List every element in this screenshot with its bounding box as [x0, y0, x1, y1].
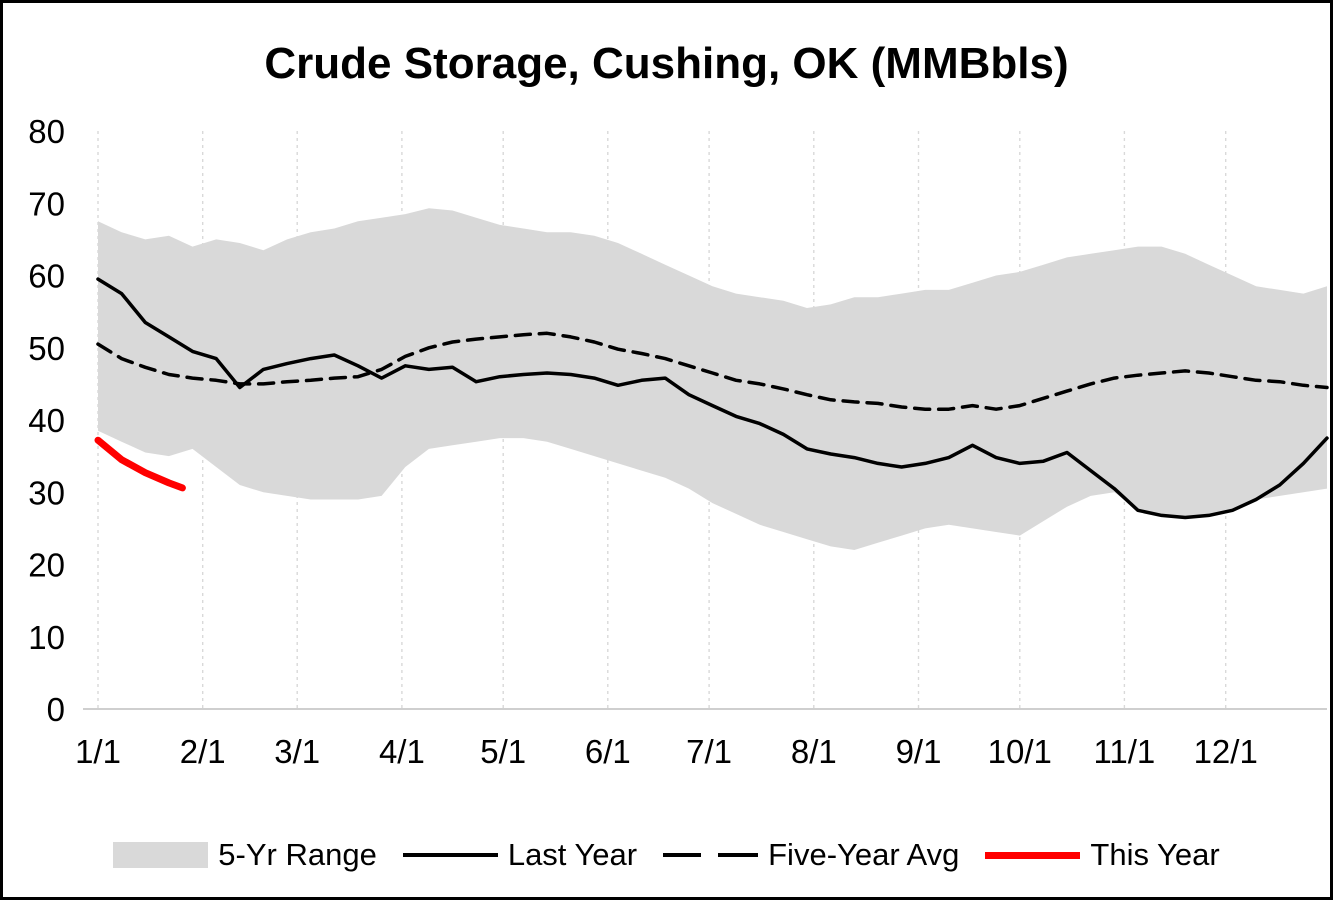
x-tick-label: 10/1	[988, 733, 1052, 770]
x-tick-label: 7/1	[686, 733, 732, 770]
this-year-line	[94, 436, 186, 492]
y-tick-label: 0	[47, 691, 65, 728]
chart-canvas: 0 10 20 30 40 50 60 70 80 1/1 2/1 3/1 4/1 5/1 6/1 7/1 8/…	[28, 113, 1329, 770]
legend-label-this-year: This Year	[1090, 837, 1220, 872]
legend-item-last-year: Last Year	[402, 837, 638, 873]
chart-title: Crude Storage, Cushing, OK (MMBbls)	[264, 39, 1069, 88]
y-tick-label: 80	[28, 113, 65, 150]
y-tick-label: 10	[28, 619, 65, 656]
last-year-line	[96, 277, 1329, 520]
y-tick-label: 30	[28, 474, 65, 511]
legend-swatch-last-year	[402, 853, 498, 857]
x-tick-label: 11/1	[1094, 733, 1156, 770]
x-tick-label: 1/1	[75, 733, 121, 770]
five-year-avg-line	[96, 331, 1329, 411]
legend-swatch-this-year	[985, 851, 1081, 859]
x-tick-label: 12/1	[1194, 733, 1258, 770]
x-tick-label: 6/1	[585, 733, 631, 770]
y-tick-label: 20	[28, 547, 65, 584]
x-tick-label: 9/1	[896, 733, 942, 770]
legend-label-last-year: Last Year	[507, 837, 638, 872]
legend-swatch-5yr-range	[113, 842, 209, 868]
x-tick-label: 3/1	[274, 733, 320, 770]
x-tick-label: 8/1	[791, 733, 837, 770]
legend-item-five-year-avg: Five-Year Avg	[663, 837, 959, 873]
x-tick-label: 5/1	[480, 733, 526, 770]
legend-item-5yr-range: 5-Yr Range	[113, 837, 377, 873]
chart-legend: 5-Yr Range Last Year Five-Year Avg This …	[3, 837, 1330, 873]
legend-label-five-year-avg: Five-Year Avg	[768, 837, 960, 872]
x-tick-label: 2/1	[180, 733, 226, 770]
five-year-range-band	[98, 208, 1327, 551]
y-tick-label: 60	[28, 258, 65, 295]
x-tick-label: 4/1	[379, 733, 425, 770]
legend-label-5yr-range: 5-Yr Range	[218, 837, 377, 872]
y-tick-label: 40	[28, 402, 65, 439]
legend-item-this-year: This Year	[985, 837, 1220, 873]
y-tick-label: 70	[28, 185, 65, 222]
y-tick-label: 50	[28, 330, 65, 367]
legend-swatch-five-year-avg	[663, 853, 759, 857]
